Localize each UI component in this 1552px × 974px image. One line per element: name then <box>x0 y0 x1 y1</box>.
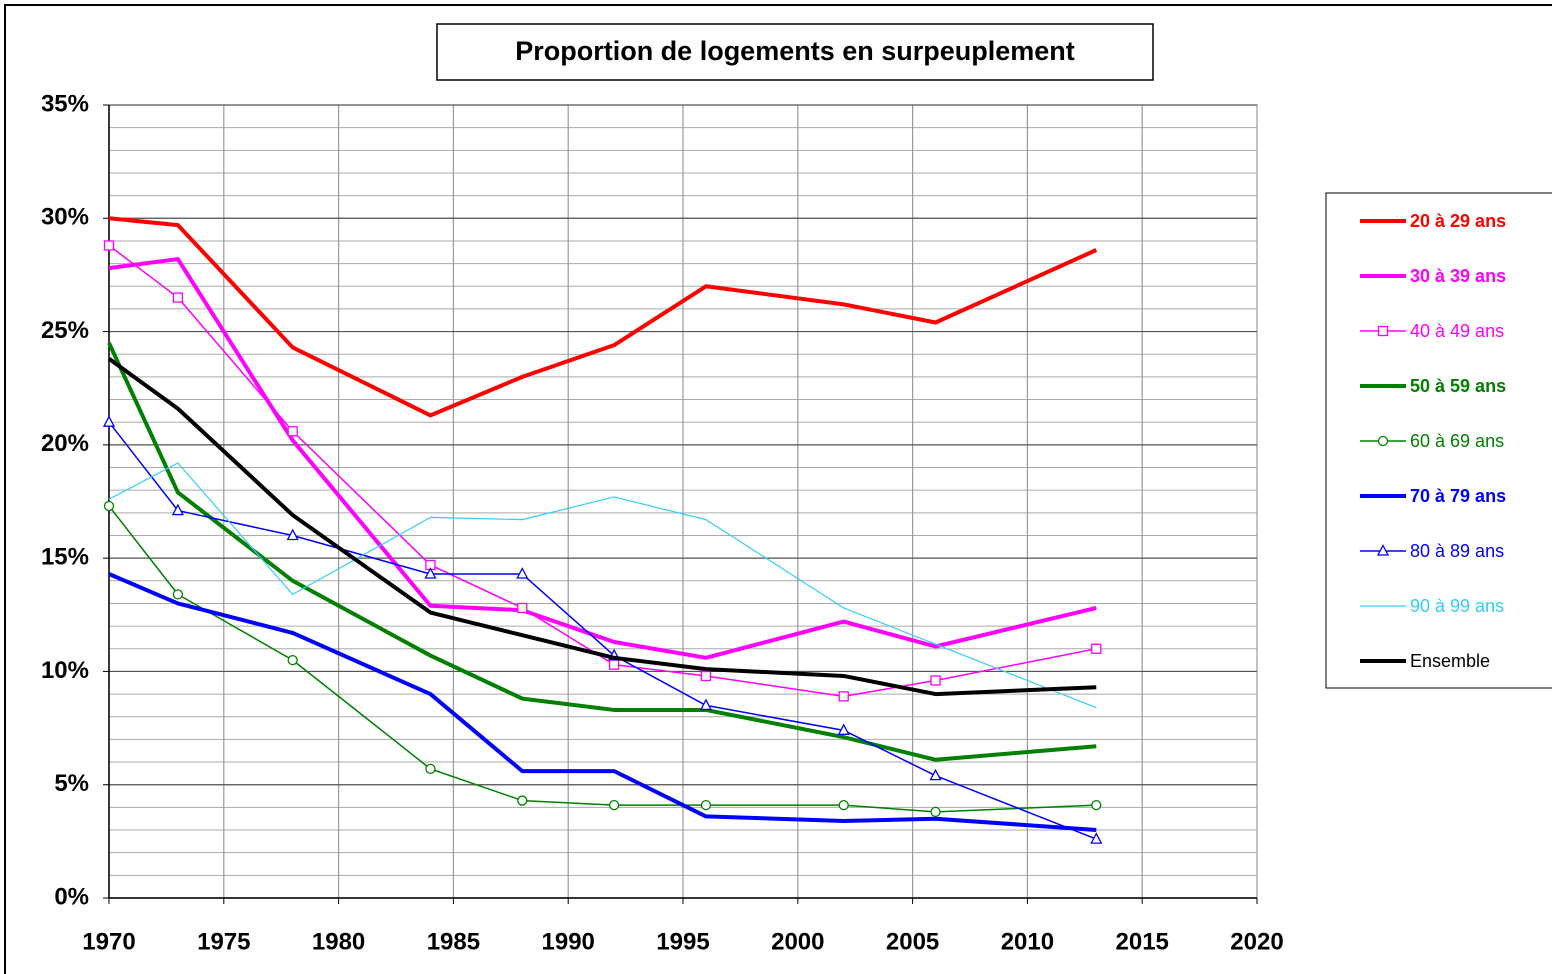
x-tick-label: 2015 <box>1116 928 1169 955</box>
series-line <box>108 462 1097 709</box>
legend-marker <box>1376 544 1390 556</box>
marker <box>172 292 184 303</box>
marker <box>102 415 116 427</box>
marker <box>516 567 529 579</box>
x-tick-label: 1975 <box>197 928 250 955</box>
y-tick-label: 35% <box>41 90 89 117</box>
marker <box>930 806 941 818</box>
legend-label: 90 à 99 ans <box>1410 596 1504 616</box>
series-line <box>108 421 1097 840</box>
marker <box>424 567 437 579</box>
marker <box>838 799 849 811</box>
marker <box>608 799 620 811</box>
marker <box>517 795 528 806</box>
legend-label: 60 à 69 ans <box>1410 431 1504 451</box>
series-line <box>107 342 1097 762</box>
marker <box>286 528 299 541</box>
legend-label: 70 à 79 ans <box>1410 486 1506 506</box>
series-line <box>108 244 1097 698</box>
y-tick-label: 0% <box>54 883 89 910</box>
series-line <box>108 505 1097 813</box>
marker <box>608 659 620 670</box>
y-tick-label: 30% <box>41 204 89 231</box>
legend-label: 20 à 29 ans <box>1410 211 1506 231</box>
legend-label: 50 à 59 ans <box>1410 376 1506 396</box>
marker <box>700 799 712 811</box>
marker <box>103 500 115 512</box>
legend-marker <box>1377 325 1389 337</box>
chart-title: Proportion de logements en surpeuplement <box>515 36 1075 66</box>
marker <box>1090 832 1103 844</box>
y-tick-label: 15% <box>41 543 89 570</box>
marker <box>287 654 298 666</box>
marker <box>1091 643 1102 654</box>
series-line <box>108 572 1097 833</box>
marker <box>930 675 941 686</box>
marker <box>171 503 184 516</box>
y-tick-label: 5% <box>54 770 89 797</box>
x-tick-label: 2010 <box>1001 928 1054 955</box>
x-tick-label: 1995 <box>656 928 709 955</box>
marker <box>287 426 298 437</box>
series-line <box>107 357 1097 697</box>
marker <box>838 691 849 702</box>
marker <box>425 763 436 775</box>
marker <box>699 698 713 711</box>
legend-label: 80 à 89 ans <box>1410 541 1504 561</box>
legend-label: 40 à 49 ans <box>1410 321 1504 341</box>
marker <box>103 240 115 251</box>
x-tick-label: 1980 <box>312 928 365 955</box>
legend-label: 30 à 39 ans <box>1410 266 1506 286</box>
x-tick-label: 1990 <box>542 928 595 955</box>
x-tick-label: 2000 <box>771 928 824 955</box>
x-tick-label: 1970 <box>82 928 135 955</box>
series-line <box>108 257 1097 660</box>
series-line <box>108 216 1098 418</box>
y-tick-label: 25% <box>41 317 89 344</box>
marker <box>837 723 850 735</box>
marker <box>1091 799 1102 811</box>
title-box <box>436 23 1154 81</box>
x-tick-label: 2005 <box>886 928 939 955</box>
y-tick-label: 20% <box>41 430 89 457</box>
y-tick-label: 10% <box>41 657 89 684</box>
legend-marker <box>1377 435 1389 447</box>
x-tick-label: 2020 <box>1230 928 1283 955</box>
marker <box>929 768 942 781</box>
legend-label: Ensemble <box>1410 651 1490 671</box>
x-tick-label: 1985 <box>427 928 480 955</box>
marker <box>517 602 528 614</box>
marker <box>172 589 184 600</box>
marker <box>700 670 712 682</box>
